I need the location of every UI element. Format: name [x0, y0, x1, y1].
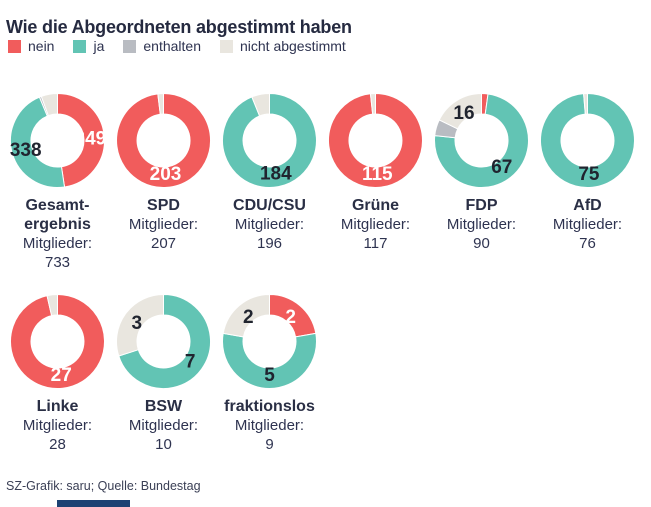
- donut-chart-cdu-csu: 184: [222, 93, 317, 188]
- party-gesamt-ergebnis: 349 338 Gesamt- ergebnis Mitglieder: 733: [10, 93, 105, 272]
- members-label: Mitglieder:: [552, 216, 623, 233]
- party-linke: 27 Linke Mitglieder: 28: [10, 294, 105, 454]
- party-gr-ne: 115 Grüne Mitglieder: 117: [328, 93, 423, 272]
- members-label: Mitglieder:: [128, 417, 199, 434]
- segment-value-label-nein: 115: [362, 164, 393, 185]
- members-value: 28: [49, 436, 66, 453]
- segment-value-label-nein: 349: [75, 129, 105, 150]
- members-label: Mitglieder:: [234, 417, 305, 434]
- source-credit: SZ-Grafik: saru; Quelle: Bundestag: [6, 479, 201, 493]
- party-name: SPD: [147, 197, 180, 214]
- segment-nein: [116, 93, 211, 188]
- donut-chart-fraktionslos: 2 5 2: [222, 294, 317, 389]
- party-cdu-csu: 184 CDU/CSU Mitglieder: 196: [222, 93, 317, 272]
- party-name: Gesamt- ergebnis: [24, 197, 91, 233]
- legend-swatch-nein: [8, 39, 21, 53]
- donut-chart-gr-ne: 115: [328, 93, 423, 188]
- segment-value-label-ja: 75: [578, 164, 600, 185]
- segment-value-label-ja: 7: [185, 352, 196, 373]
- segment-value-label-nein: 2: [285, 307, 296, 328]
- segment-value-label-nicht_abgestimmt: 3: [132, 313, 143, 334]
- legend-swatch-enthalten: [123, 39, 137, 53]
- segment-value-label-nein: 203: [150, 164, 182, 185]
- segment-nicht_abgestimmt: [369, 93, 376, 115]
- donut-chart-linke: 27: [10, 294, 105, 389]
- segment-ja: [222, 93, 317, 188]
- party-bsw: 7 3 BSW Mitglieder: 10: [116, 294, 211, 454]
- segment-nicht_abgestimmt: [40, 93, 58, 117]
- page-title: Wie die Abgeordneten abgestimmt haben: [6, 17, 352, 38]
- segment-value-label-ja: 67: [491, 157, 512, 178]
- segment-nicht_abgestimmt: [251, 93, 270, 117]
- legend-item-nein: nein: [8, 38, 54, 54]
- legend-item-enthalten: enthalten: [123, 38, 201, 54]
- segment-value-label-ja: 338: [10, 140, 42, 161]
- segment-value-label-ja: 184: [260, 164, 292, 185]
- party-name: Linke: [36, 398, 79, 415]
- members-value: 196: [256, 235, 283, 252]
- donut-row-2: 27 Linke Mitglieder: 28 7 3 BSW Mitglieder: 10 2 5…: [10, 294, 635, 454]
- members-label: Mitglieder:: [22, 417, 93, 434]
- members-value: 76: [579, 235, 596, 252]
- party-fdp: 67 16 FDP Mitglieder: 90: [434, 93, 529, 272]
- party-name: AfD: [573, 197, 602, 214]
- donut-chart-fdp: 67 16: [434, 93, 529, 188]
- donut-chart-gesamt-ergebnis: 349 338: [10, 93, 105, 188]
- members-label: Mitglieder:: [234, 216, 305, 233]
- segment-ja: [10, 96, 66, 188]
- segment-ja: [118, 294, 211, 389]
- segment-ja: [434, 93, 529, 188]
- party-afd: 75 AfD Mitglieder: 76: [540, 93, 635, 272]
- segment-value-label-nicht_abgestimmt: 16: [453, 103, 474, 124]
- party-name: fraktionslos: [224, 398, 315, 415]
- members-label: Mitglieder:: [446, 216, 517, 233]
- legend-label: nicht abgestimmt: [239, 38, 346, 54]
- members-value: 733: [44, 254, 71, 271]
- segment-value-label-nein: 27: [51, 365, 72, 386]
- legend-swatch-nicht_abgestimmt: [219, 39, 233, 53]
- legend: nein ja enthalten nicht abgestimmt: [8, 38, 346, 54]
- segment-nicht_abgestimmt: [222, 294, 270, 338]
- members-value: 90: [473, 235, 490, 252]
- segment-nicht_abgestimmt: [438, 93, 482, 130]
- party-name: FDP: [465, 197, 498, 214]
- segment-nicht_abgestimmt: [116, 294, 164, 357]
- segment-nicht_abgestimmt: [583, 93, 588, 115]
- segment-nicht_abgestimmt: [46, 294, 58, 317]
- legend-item-nicht_abgestimmt: nicht abgestimmt: [219, 38, 346, 54]
- segment-value-label-ja: 5: [264, 365, 275, 386]
- donut-chart-spd: 203: [116, 93, 211, 188]
- segment-ja: [222, 332, 317, 389]
- donut-chart-bsw: 73: [116, 294, 211, 389]
- legend-label: enthalten: [143, 38, 201, 54]
- segment-nein: [10, 294, 105, 389]
- party-name: CDU/CSU: [233, 197, 306, 214]
- party-name: Grüne: [351, 197, 400, 214]
- legend-swatch-ja: [73, 39, 87, 53]
- party-name: BSW: [144, 398, 183, 415]
- members-value: 117: [363, 235, 388, 252]
- segment-value-label-nicht_abgestimmt: 2: [243, 307, 254, 328]
- legend-label: nein: [28, 38, 55, 54]
- segment-nicht_abgestimmt: [157, 93, 164, 115]
- party-fraktionslos: 2 5 2 fraktionslos Mitglieder: 9: [222, 294, 317, 454]
- segment-nein: [328, 93, 423, 188]
- members-label: Mitglieder:: [128, 216, 199, 233]
- members-value: 207: [150, 235, 177, 252]
- donut-chart-afd: 75: [540, 93, 635, 188]
- legend-label: ja: [93, 38, 105, 54]
- sz-brand-bar: [57, 500, 130, 507]
- segment-ja: [540, 93, 635, 188]
- legend-item-ja: ja: [73, 38, 104, 54]
- party-spd: 203 SPD Mitglieder: 207: [116, 93, 211, 272]
- members-label: Mitglieder:: [340, 216, 411, 233]
- segment-nein: [57, 93, 105, 188]
- members-value: 10: [155, 436, 172, 453]
- members-value: 9: [265, 436, 274, 453]
- donut-row-1: 349 338 Gesamt- ergebnis Mitglieder: 733 203 S…: [10, 93, 635, 272]
- members-label: Mitglieder:: [22, 235, 93, 252]
